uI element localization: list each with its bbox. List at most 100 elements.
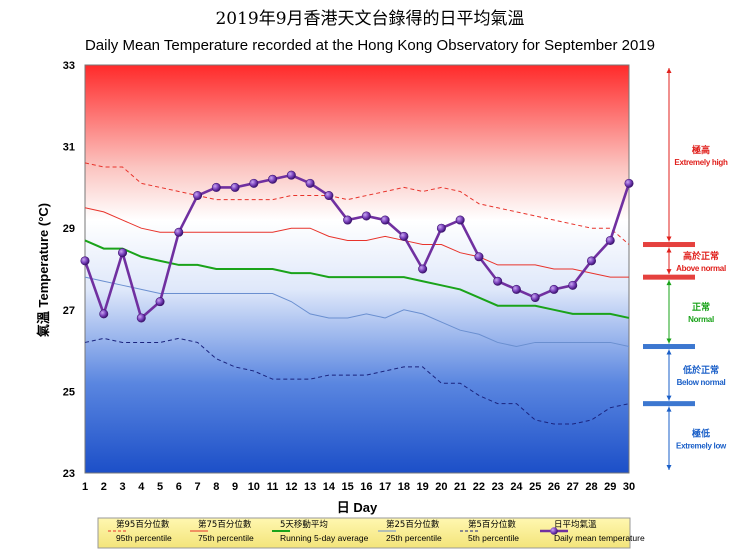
plot-background xyxy=(85,65,629,473)
zone-arrow-up xyxy=(666,349,672,355)
x-tick-label: 11 xyxy=(267,481,279,493)
x-tick-label: 7 xyxy=(194,481,200,493)
series-line-0 xyxy=(84,162,630,245)
legend-item-3: 第25百分位數 25th percentile xyxy=(378,519,442,543)
x-tick-label: 10 xyxy=(248,481,260,493)
x-tick-label: 23 xyxy=(492,481,504,493)
zone-label-en: Extremely high xyxy=(674,158,728,167)
legend-label-en: Daily mean temperature xyxy=(554,533,645,543)
zone-4: 極低 Extremely low xyxy=(666,406,727,470)
x-tick-label: 14 xyxy=(323,481,336,493)
data-point-day-12 xyxy=(286,170,296,180)
zone-label-zh: 極高 xyxy=(691,144,710,156)
legend-label-zh: 日平均氣溫 xyxy=(554,519,597,530)
legend-swatch-marker xyxy=(550,527,558,535)
data-point-day-2 xyxy=(99,309,109,319)
data-point-day-15 xyxy=(343,215,353,225)
data-point-day-29 xyxy=(605,235,615,245)
x-tick-label: 9 xyxy=(232,481,238,493)
x-tick-label: 4 xyxy=(138,481,145,493)
data-point-day-25 xyxy=(530,293,540,303)
x-tick-label: 24 xyxy=(510,481,523,493)
data-point-day-9 xyxy=(230,182,240,192)
data-point-day-14 xyxy=(324,191,334,201)
y-tick-label: 33 xyxy=(63,60,75,72)
plot-frame xyxy=(84,64,630,474)
data-point-day-13 xyxy=(305,178,315,188)
data-point-day-11 xyxy=(268,174,278,184)
x-tick-label: 1 xyxy=(82,481,88,493)
y-tick-label: 23 xyxy=(63,468,75,480)
zone-arrow-up xyxy=(666,247,672,253)
legend-item-4: 第5百分位數 5th percentile xyxy=(460,519,519,543)
x-tick-label: 6 xyxy=(176,481,182,493)
zone-0: 極高 Extremely high xyxy=(666,68,728,242)
data-point-day-26 xyxy=(549,284,559,294)
data-point-day-21 xyxy=(455,215,465,225)
chart-title-zh: 2019年9月香港天文台錄得的日平均氣溫 xyxy=(215,9,524,29)
data-point-day-22 xyxy=(474,252,484,262)
legend-box xyxy=(97,517,631,549)
data-point-day-7 xyxy=(193,191,203,201)
zone-label-zh: 高於正常 xyxy=(683,250,719,262)
data-point-day-10 xyxy=(249,178,259,188)
y-tick-label: 31 xyxy=(63,142,75,154)
zone-2: 正常 Normal xyxy=(666,280,714,344)
zone-label-en: Below normal xyxy=(677,378,726,387)
zone-label-zh: 正常 xyxy=(692,301,710,313)
x-tick-label: 29 xyxy=(604,481,616,493)
legend-label-en: 25th percentile xyxy=(386,533,442,543)
x-tick-label: 26 xyxy=(548,481,560,493)
data-point-day-16 xyxy=(361,211,371,221)
zone-arrow-down xyxy=(666,338,672,344)
legend-label-en: Running 5-day average xyxy=(280,533,369,543)
x-tick-label: 16 xyxy=(360,481,372,493)
zone-arrow-up xyxy=(666,68,672,73)
normal-range-zones: 極高 Extremely high 高於正常 Above normal 正常 Normal… xyxy=(643,68,728,470)
y-tick-label: 29 xyxy=(63,223,75,235)
data-point-day-30 xyxy=(624,178,634,188)
data-point-day-8 xyxy=(211,182,221,192)
legend-label-en: 5th percentile xyxy=(468,533,519,543)
legend-label-en: 75th percentile xyxy=(198,533,254,543)
x-axis-ticks: 1 2 3 4 5 6 7 8 9 10 11 12 13 14 15 16 17 18 19 20 21 22 23 24 2… xyxy=(82,481,635,493)
data-point-day-24 xyxy=(511,284,521,294)
zone-label-zh: 極低 xyxy=(691,427,710,439)
y-tick-label: 25 xyxy=(63,386,75,398)
x-tick-label: 17 xyxy=(379,481,391,493)
x-tick-label: 22 xyxy=(473,481,485,493)
zone-label-en: Extremely low xyxy=(676,441,727,450)
x-tick-label: 8 xyxy=(213,481,219,493)
legend-label-zh: 5天移動平均 xyxy=(280,519,328,530)
legend: 第95百分位數 95th percentile 第75百分位數 75th percen… xyxy=(97,517,645,549)
x-tick-label: 15 xyxy=(341,481,353,493)
data-point-day-17 xyxy=(380,215,390,225)
legend-item-5: 日平均氣溫 Daily mean temperature xyxy=(540,519,645,543)
x-axis-label: 日 Day xyxy=(337,500,378,515)
x-tick-label: 30 xyxy=(623,481,635,493)
data-point-day-1 xyxy=(80,256,90,266)
legend-label-zh: 第5百分位數 xyxy=(468,519,516,530)
x-tick-label: 19 xyxy=(417,481,429,493)
x-tick-label: 28 xyxy=(585,481,597,493)
x-tick-label: 27 xyxy=(567,481,579,493)
zone-arrow-down xyxy=(666,465,672,470)
series-line-3 xyxy=(84,276,630,348)
x-tick-label: 12 xyxy=(285,481,297,493)
legend-item-1: 第75百分位數 75th percentile xyxy=(190,519,254,543)
legend-label-zh: 第75百分位數 xyxy=(198,519,252,530)
data-point-day-3 xyxy=(118,248,128,258)
data-point-day-23 xyxy=(493,276,503,286)
x-tick-label: 2 xyxy=(101,481,107,493)
data-point-day-28 xyxy=(586,256,596,266)
data-point-day-19 xyxy=(418,264,428,274)
legend-item-2: 5天移動平均 Running 5-day average xyxy=(272,519,369,543)
data-point-day-5 xyxy=(155,297,165,307)
zone-boundary-2 xyxy=(643,344,695,350)
series-line-2 xyxy=(84,239,630,319)
y-tick-label: 27 xyxy=(63,305,75,317)
zone-boundary-0 xyxy=(643,242,695,248)
data-point-day-4 xyxy=(136,313,146,323)
chart-title-en: Daily Mean Temperature recorded at the H… xyxy=(85,37,655,54)
